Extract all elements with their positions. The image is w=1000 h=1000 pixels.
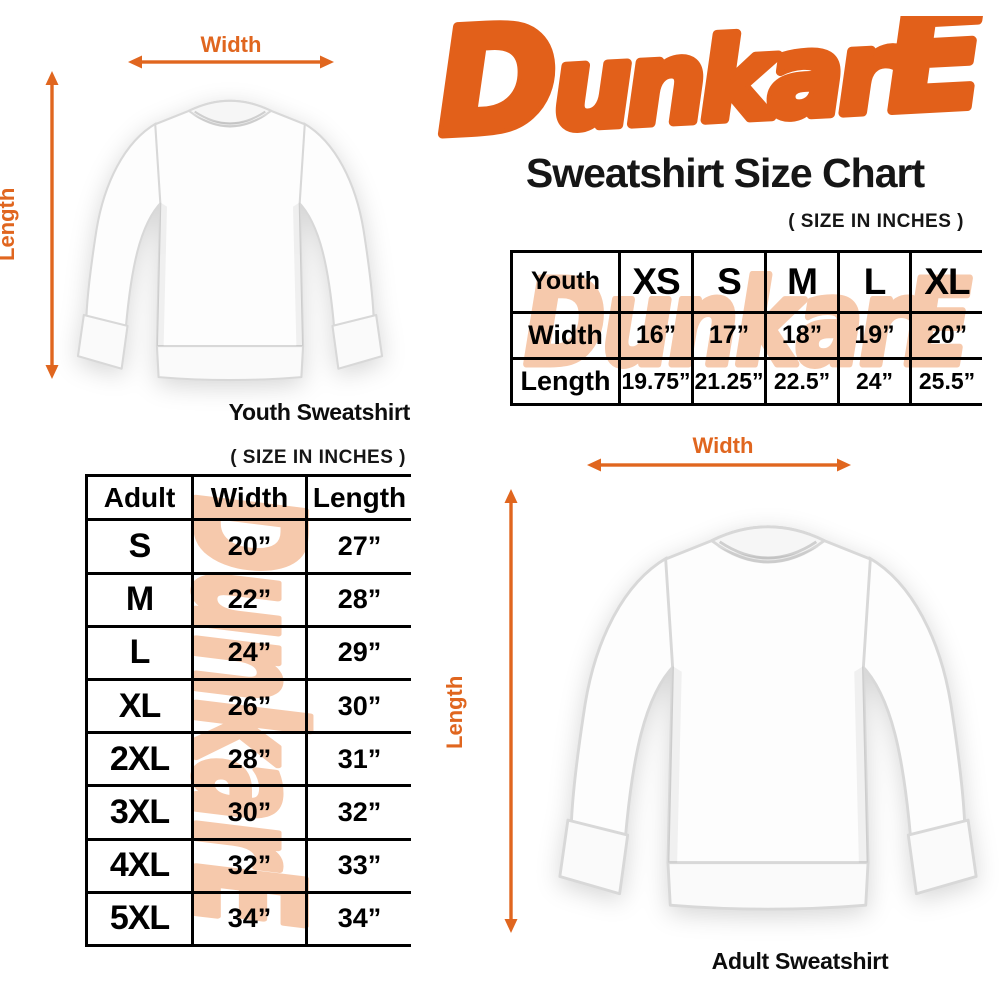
table-row: 4XL 32” 33” xyxy=(85,837,411,894)
adult-width-value: 34” xyxy=(191,890,308,947)
adult-size-table: Adult Width Length S 20” 27” M 22” 28” L… xyxy=(85,474,411,947)
adult-width-value: 20” xyxy=(191,518,308,575)
adult-length-value: 27” xyxy=(305,518,411,575)
adult-size-label: 3XL xyxy=(85,784,194,841)
adult-size-table-container: DunkarE Adult Width Length S 20” 27” M 2… xyxy=(85,474,411,947)
youth-width-value: 20” xyxy=(909,310,982,360)
adult-length-value: 28” xyxy=(305,571,411,628)
adult-length-value: 33” xyxy=(305,837,411,894)
youth-size-header: L xyxy=(837,250,912,314)
youth-sweatshirt-image xyxy=(62,68,398,404)
adult-sweatshirt-image xyxy=(538,476,998,948)
youth-length-value: 24” xyxy=(837,356,912,406)
table-row: 3XL 30” 32” xyxy=(85,784,411,841)
adult-length-value: 34” xyxy=(305,890,411,947)
adult-width-column-header: Width xyxy=(191,474,308,522)
adult-table-corner-cell: Adult xyxy=(85,474,194,522)
adult-size-label: 2XL xyxy=(85,731,194,788)
youth-size-header: XL xyxy=(909,250,982,314)
table-row: Width 16” 17” 18” 19” 20” xyxy=(510,310,982,360)
adult-width-value: 30” xyxy=(191,784,308,841)
youth-width-value: 19” xyxy=(837,310,912,360)
adult-width-value: 24” xyxy=(191,624,308,681)
adult-length-label: Length xyxy=(442,675,467,749)
adult-width-value: 22” xyxy=(191,571,308,628)
youth-length-value: 21.25” xyxy=(691,356,767,406)
page-title: Sweatshirt Size Chart xyxy=(525,150,925,196)
youth-width-row-label: Width xyxy=(510,310,621,360)
adult-size-label: M xyxy=(85,571,194,628)
adult-width-value: 28” xyxy=(191,731,308,788)
table-row: Youth XS S M L XL xyxy=(510,250,982,314)
adult-figure-caption: Adult Sweatshirt xyxy=(711,948,889,974)
youth-figure-caption: Youth Sweatshirt xyxy=(228,399,411,425)
youth-length-value: 25.5” xyxy=(909,356,982,406)
table-row: XL 26” 30” xyxy=(85,677,411,735)
adult-length-arrow-icon xyxy=(504,489,518,933)
youth-width-arrow-icon xyxy=(128,55,334,69)
adult-width-label: Width xyxy=(692,433,754,458)
table-row: M 22” 28” xyxy=(85,571,411,628)
brand-logo-text: DunkarE xyxy=(432,16,988,154)
adult-width-value: 32” xyxy=(191,837,308,894)
adult-size-label: XL xyxy=(85,677,194,735)
youth-size-header: M xyxy=(764,250,840,314)
youth-size-table: Youth XS S M L XL Width 16” 17” 18” 19” … xyxy=(510,250,982,406)
adult-width-value: 26” xyxy=(191,677,308,735)
adult-width-arrow-icon xyxy=(587,458,851,472)
adult-length-value: 32” xyxy=(305,784,411,841)
youth-width-label: Width xyxy=(200,32,262,57)
adult-size-label: L xyxy=(85,624,194,681)
table-row: Adult Width Length xyxy=(85,474,411,522)
adult-length-column-header: Length xyxy=(305,474,411,522)
youth-size-header: XS xyxy=(618,250,694,314)
youth-length-row-label: Length xyxy=(510,356,621,406)
youth-size-header: S xyxy=(691,250,767,314)
table-row: 2XL 28” 31” xyxy=(85,731,411,788)
adult-size-label: 5XL xyxy=(85,890,194,947)
table-row: L 24” 29” xyxy=(85,624,411,681)
adult-length-value: 30” xyxy=(305,677,411,735)
youth-width-value: 18” xyxy=(764,310,840,360)
adult-length-value: 29” xyxy=(305,624,411,681)
youth-table-corner-cell: Youth xyxy=(510,250,621,314)
adult-size-label: S xyxy=(85,518,194,575)
youth-length-value: 19.75” xyxy=(618,356,694,406)
youth-length-label: Length xyxy=(0,187,19,261)
adult-length-value: 31” xyxy=(305,731,411,788)
table-row: 5XL 34” 34” xyxy=(85,890,411,947)
units-note-adult: ( SIZE IN INCHES ) xyxy=(230,447,406,468)
youth-size-table-container: DunkarE Youth XS S M L XL Width 16” 17” … xyxy=(510,250,982,406)
table-row: S 20” 27” xyxy=(85,518,411,575)
units-note-main: ( SIZE IN INCHES ) xyxy=(788,211,964,232)
brand-logo: DunkarE xyxy=(428,16,990,154)
youth-length-arrow-icon xyxy=(45,71,59,379)
youth-width-value: 16” xyxy=(618,310,694,360)
table-row: Length 19.75” 21.25” 22.5” 24” 25.5” xyxy=(510,356,982,406)
adult-size-label: 4XL xyxy=(85,837,194,894)
youth-width-value: 17” xyxy=(691,310,767,360)
youth-length-value: 22.5” xyxy=(764,356,840,406)
